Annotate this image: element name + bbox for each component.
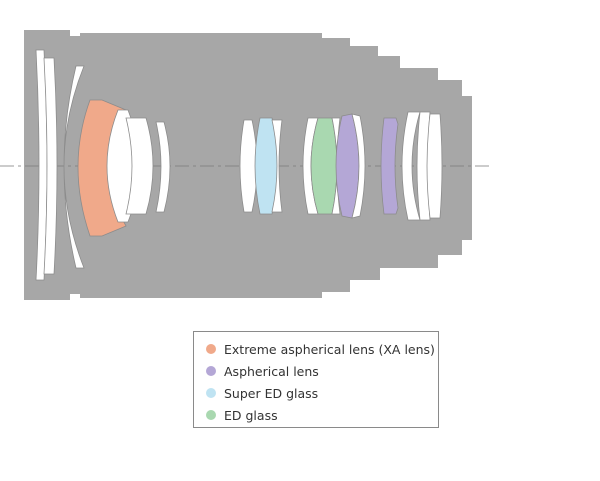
super-ed-glass-color-dot — [206, 388, 216, 398]
legend-label: Super ED glass — [224, 385, 319, 401]
lens-element — [351, 113, 366, 219]
lens-element — [125, 117, 154, 215]
legend-label: Extreme aspherical lens (XA lens) — [224, 341, 435, 357]
legend-label: ED glass — [224, 407, 278, 423]
aspherical-lens-element — [380, 117, 399, 215]
ed-lens-element — [310, 117, 338, 215]
lens-construction-diagram — [0, 30, 490, 300]
lens-element — [271, 119, 283, 213]
legend-item-aspherical-lens: Aspherical lens — [206, 361, 319, 381]
lens-element — [63, 65, 85, 269]
xa-lens-color-dot — [206, 344, 216, 354]
lens-element — [239, 119, 258, 213]
lens-element — [426, 113, 443, 219]
legend: Extreme aspherical lens (XA lens) Aspher… — [193, 331, 439, 428]
legend-label: Aspherical lens — [224, 363, 319, 379]
aspherical-lens-color-dot — [206, 366, 216, 376]
legend-item-ed-glass: ED glass — [206, 405, 278, 425]
lens-element — [155, 121, 171, 213]
lens-element — [43, 57, 58, 275]
ed-glass-color-dot — [206, 410, 216, 420]
legend-item-xa-lens: Extreme aspherical lens (XA lens) — [206, 339, 435, 359]
legend-item-super-ed-glass: Super ED glass — [206, 383, 318, 403]
